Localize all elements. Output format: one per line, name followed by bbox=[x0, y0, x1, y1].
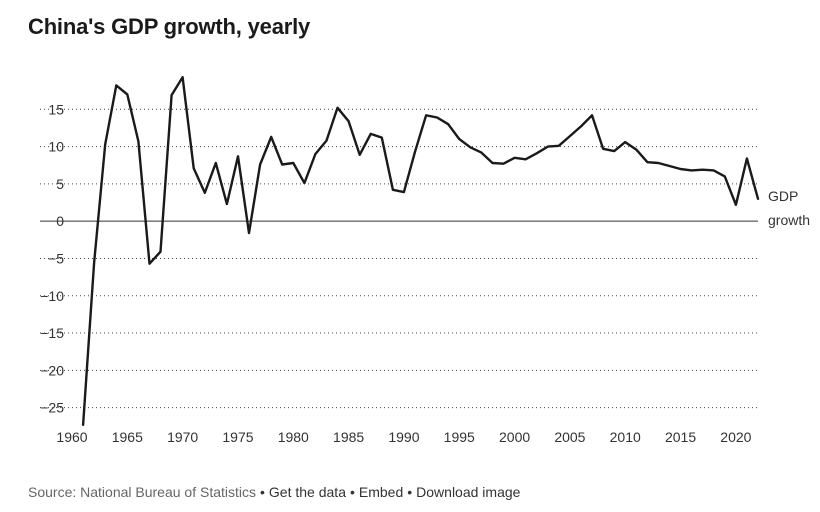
x-axis-tick-labels: 1960 1965 1970 1975 1980 1985 1990 1995 2000 2005… bbox=[56, 429, 751, 445]
x-tick-label: 1970 bbox=[167, 429, 198, 445]
x-tick-label: 2020 bbox=[720, 429, 751, 445]
x-tick-label: 2000 bbox=[499, 429, 530, 445]
y-tick-label: −25 bbox=[40, 400, 64, 416]
x-tick-label: 2005 bbox=[554, 429, 585, 445]
x-tick-label: 1965 bbox=[112, 429, 143, 445]
gridlines bbox=[40, 108, 758, 409]
y-tick-label: 10 bbox=[48, 139, 64, 155]
x-tick-label: 1980 bbox=[278, 429, 309, 445]
separator-dot: • bbox=[349, 484, 355, 500]
y-tick-label: −5 bbox=[48, 250, 64, 266]
footer: Source: National Bureau of Statistics • Ge… bbox=[28, 484, 520, 500]
series-lines bbox=[81, 75, 760, 426]
series-label: growth bbox=[768, 212, 810, 228]
y-tick-label: −10 bbox=[40, 288, 64, 304]
x-tick-label: 1995 bbox=[444, 429, 475, 445]
chart-title: China's GDP growth, yearly bbox=[28, 14, 311, 39]
series-label: GDP bbox=[768, 188, 798, 204]
y-tick-label: 0 bbox=[56, 213, 64, 229]
x-tick-label: 2010 bbox=[610, 429, 641, 445]
separator-dot: • bbox=[407, 484, 413, 500]
download-image-link[interactable]: Download image bbox=[416, 484, 521, 500]
x-tick-label: 1985 bbox=[333, 429, 364, 445]
y-axis-tick-labels: 15 10 5 0 −5 −10 −15 −20 −25 bbox=[40, 101, 64, 415]
y-tick-label: −20 bbox=[40, 362, 64, 378]
y-tick-label: 15 bbox=[48, 101, 64, 117]
y-tick-label: 5 bbox=[56, 176, 64, 192]
line-chart: 15 10 5 0 −5 −10 −15 −20 −25 1960 1965 1970 1975 198… bbox=[40, 75, 810, 445]
get-data-link[interactable]: Get the data bbox=[268, 484, 346, 500]
separator-dot: • bbox=[260, 484, 265, 500]
x-tick-label: 2015 bbox=[665, 429, 696, 445]
x-tick-label: 1975 bbox=[222, 429, 253, 445]
series-line-gdp-growth bbox=[81, 75, 760, 426]
x-tick-label: 1960 bbox=[56, 429, 87, 445]
x-tick-label: 1990 bbox=[388, 429, 419, 445]
source-text: Source: National Bureau of Statistics bbox=[28, 484, 257, 500]
y-tick-label: −15 bbox=[40, 325, 64, 341]
series-annotations: GDP growth bbox=[768, 188, 810, 228]
embed-link[interactable]: Embed bbox=[358, 484, 404, 500]
